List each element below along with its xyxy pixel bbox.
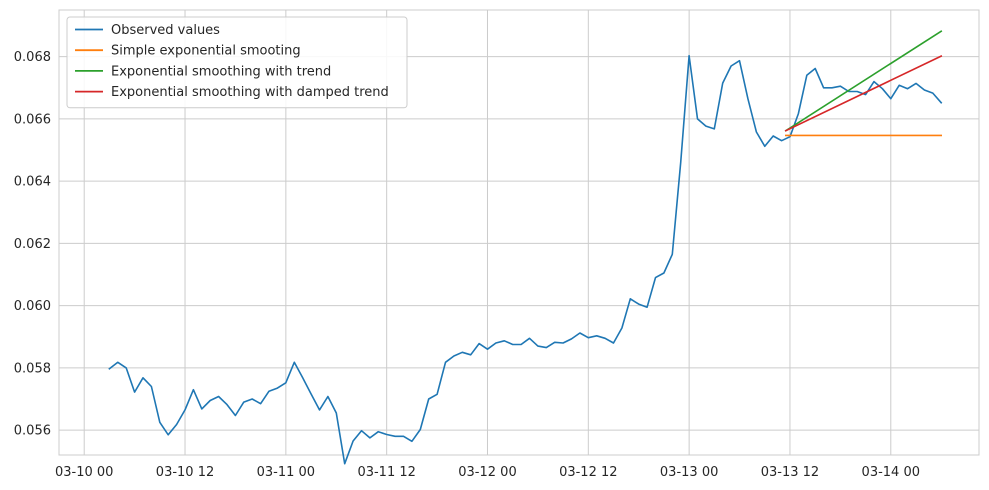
x-tick-label: 03-14 00 xyxy=(862,465,920,480)
y-tick-label: 0.062 xyxy=(14,237,51,252)
y-tick-label: 0.064 xyxy=(14,175,51,190)
legend: Observed values Simple exponential smooti… xyxy=(66,16,408,109)
y-tick-label: 0.056 xyxy=(14,424,51,439)
grid-lines xyxy=(59,10,979,455)
y-tick-label: 0.060 xyxy=(14,299,51,314)
x-tick-label: 03-11 12 xyxy=(357,465,415,480)
y-tick-label: 0.068 xyxy=(14,50,51,65)
series-line-2 xyxy=(784,30,943,132)
x-tick-label: 03-13 12 xyxy=(761,465,819,480)
y-axis-ticks: 0.056 0.058 0.060 0.062 0.064 0.066 0.068 xyxy=(14,50,51,438)
x-tick-label: 03-10 00 xyxy=(55,465,113,480)
y-tick-label: 0.058 xyxy=(14,361,51,376)
legend-label: Simple exponential smooting xyxy=(111,44,301,59)
x-tick-label: 03-11 00 xyxy=(257,465,315,480)
series-line-0 xyxy=(108,54,943,465)
x-tick-label: 03-12 12 xyxy=(559,465,617,480)
x-axis-ticks: 03-10 00 03-10 12 03-11 00 03-11 12 03-12 00… xyxy=(55,465,920,480)
x-tick-label: 03-10 12 xyxy=(156,465,214,480)
series-line-3 xyxy=(784,55,943,132)
legend-label: Observed values xyxy=(111,23,220,38)
legend-label: Exponential smoothing with damped trend xyxy=(111,85,389,100)
legend-label: Exponential smoothing with trend xyxy=(111,64,331,79)
x-tick-label: 03-13 00 xyxy=(660,465,718,480)
legend-box xyxy=(66,16,408,109)
y-tick-label: 0.066 xyxy=(14,112,51,127)
x-tick-label: 03-12 00 xyxy=(458,465,516,480)
series-lines xyxy=(108,30,943,465)
